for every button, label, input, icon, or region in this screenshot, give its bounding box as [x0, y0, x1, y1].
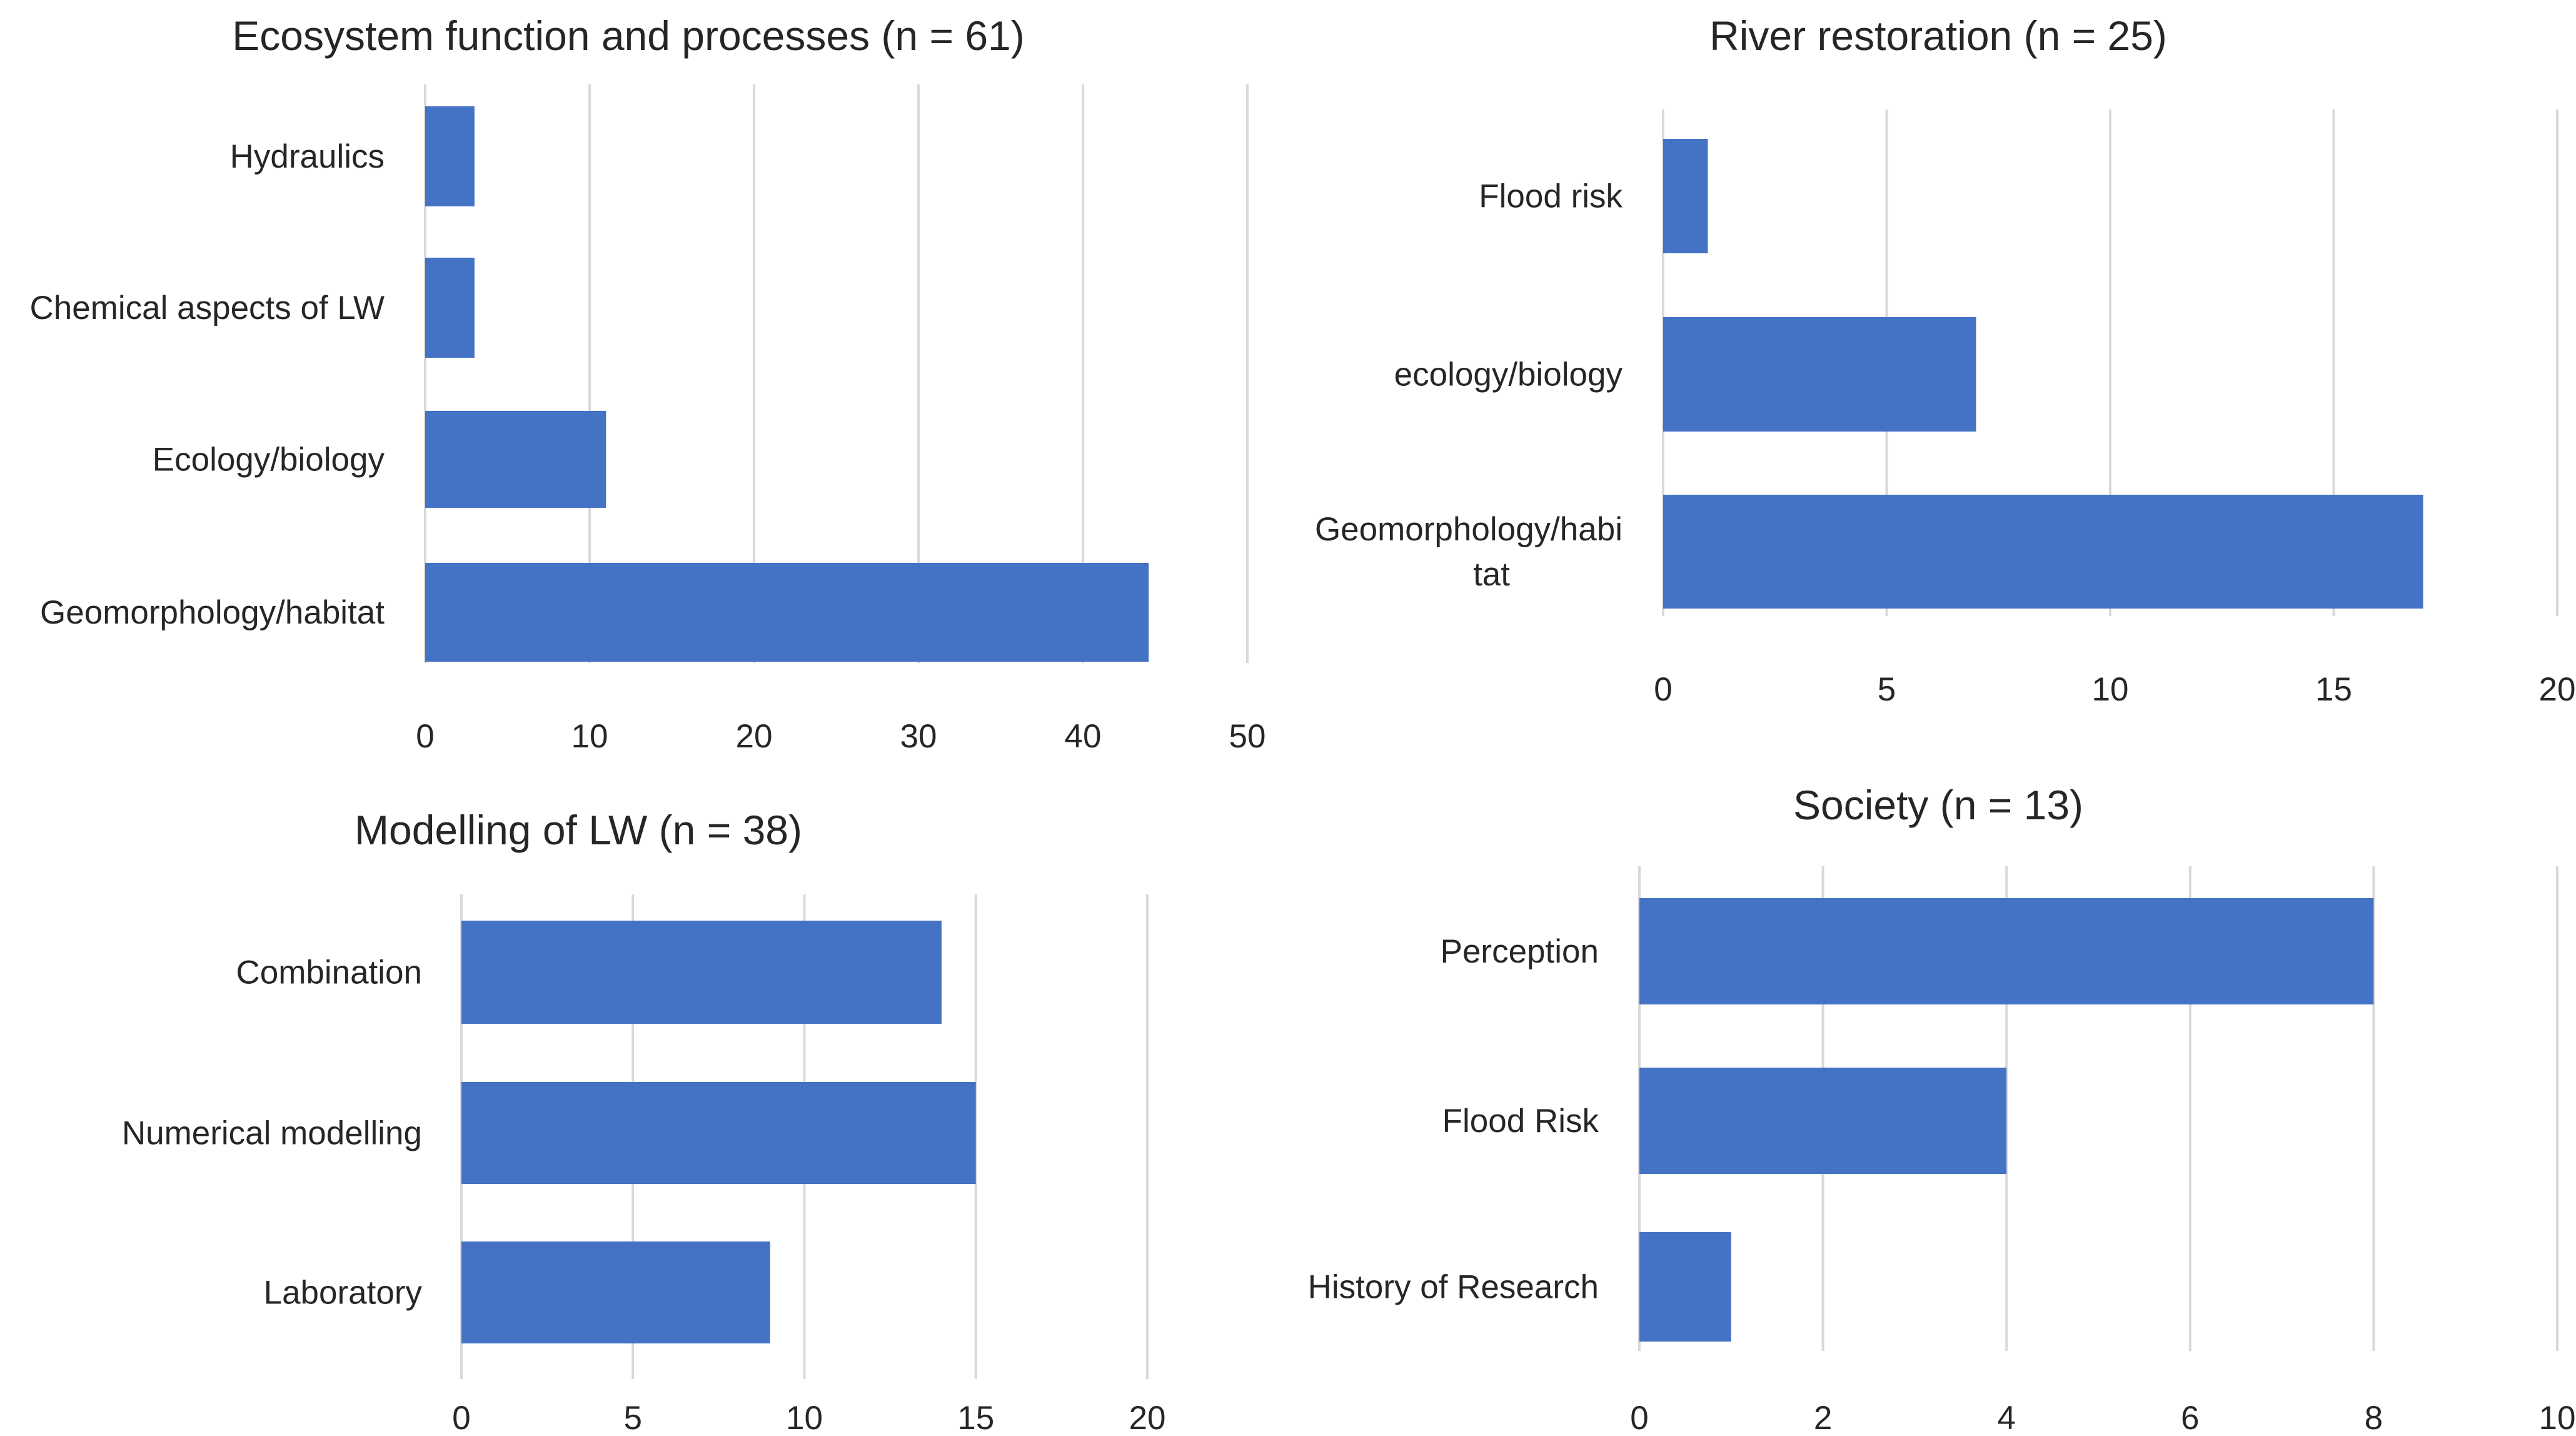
bar [461, 921, 942, 1024]
chart-title: Modelling of LW (n = 38) [355, 807, 802, 853]
chart-title: Society (n = 13) [1793, 782, 2083, 828]
chart-title: River restoration (n = 25) [1709, 13, 2167, 59]
category-label: Laboratory [264, 1275, 423, 1312]
bar [425, 563, 1149, 662]
x-tick-label: 40 [1065, 718, 1102, 755]
x-tick-label: 20 [1129, 1400, 1166, 1436]
x-tick-label: 2 [1814, 1400, 1832, 1436]
x-tick-label: 15 [2315, 671, 2352, 708]
bar [1663, 139, 1708, 253]
chart-modelling-of-lw: Modelling of LW (n = 38) Combination Nume… [122, 807, 1166, 1436]
x-tick-label: 10 [571, 718, 608, 755]
category-label: Flood risk [1479, 178, 1623, 215]
x-tick-label: 6 [2181, 1400, 2199, 1436]
category-labels: Perception Flood Risk History of Research [1308, 933, 1599, 1306]
x-tick-label: 15 [957, 1400, 994, 1436]
bars [1639, 898, 2374, 1342]
chart-ecosystem-function: Ecosystem function and processes (n = 61… [30, 13, 1266, 755]
bar [1663, 317, 1976, 432]
x-tick-label: 50 [1229, 718, 1266, 755]
x-tick-label: 20 [2539, 671, 2576, 708]
category-labels: Hydraulics Chemical aspects of LW Ecology/… [30, 138, 385, 631]
category-labels: Combination Numerical modelling Laboratory [122, 954, 423, 1312]
tick-labels: 0 10 20 30 40 50 [416, 718, 1265, 755]
bar [1639, 1068, 2007, 1174]
bar [1639, 1232, 1731, 1342]
x-tick-label: 20 [736, 718, 773, 755]
category-label: History of Research [1308, 1269, 1599, 1306]
tick-labels: 0 5 10 15 20 [1654, 671, 2575, 708]
bar [425, 411, 606, 508]
x-tick-label: 0 [1630, 1400, 1648, 1436]
category-label-line: Geomorphology/habi [1315, 511, 1623, 548]
chart-society: Society (n = 13) Perception Flood Risk His… [1308, 782, 2576, 1436]
category-label: Numerical modelling [122, 1115, 422, 1152]
x-tick-label: 8 [2365, 1400, 2383, 1436]
x-tick-label: 5 [1878, 671, 1896, 708]
bars [425, 106, 1149, 662]
chart-title: Ecosystem function and processes (n = 61… [232, 13, 1024, 59]
x-tick-label: 0 [452, 1400, 470, 1436]
bar [425, 258, 475, 358]
bars [461, 921, 976, 1343]
category-label: ecology/biology [1394, 356, 1623, 393]
x-tick-label: 10 [2092, 671, 2129, 708]
bar [425, 106, 475, 206]
x-tick-label: 5 [624, 1400, 642, 1436]
category-label: Geomorphology/habitat [40, 594, 385, 631]
bar [461, 1241, 770, 1343]
bars [1663, 139, 2423, 609]
chart-river-restoration: River restoration (n = 25) Flood risk eco… [1315, 13, 2576, 708]
x-tick-label: 0 [1654, 671, 1672, 708]
category-label: Geomorphology/habi tat [1315, 511, 1623, 593]
category-label-line: tat [1473, 556, 1510, 593]
category-label: Flood Risk [1442, 1103, 1599, 1140]
category-label: Hydraulics [230, 138, 385, 175]
category-label: Perception [1441, 933, 1599, 970]
bar [1663, 495, 2423, 609]
category-label: Combination [236, 954, 422, 991]
x-tick-label: 30 [900, 718, 937, 755]
tick-labels: 0 2 4 6 8 10 [1630, 1400, 2575, 1436]
x-tick-label: 0 [416, 718, 434, 755]
x-tick-label: 4 [1997, 1400, 2015, 1436]
x-tick-label: 10 [786, 1400, 823, 1436]
tick-labels: 0 5 10 15 20 [452, 1400, 1165, 1436]
category-labels: Flood risk ecology/biology Geomorphology/h… [1315, 178, 1623, 594]
x-tick-label: 10 [2539, 1400, 2576, 1436]
bar [461, 1082, 976, 1184]
bar [1639, 898, 2374, 1004]
category-label: Chemical aspects of LW [30, 290, 385, 326]
category-label: Ecology/biology [153, 442, 385, 478]
